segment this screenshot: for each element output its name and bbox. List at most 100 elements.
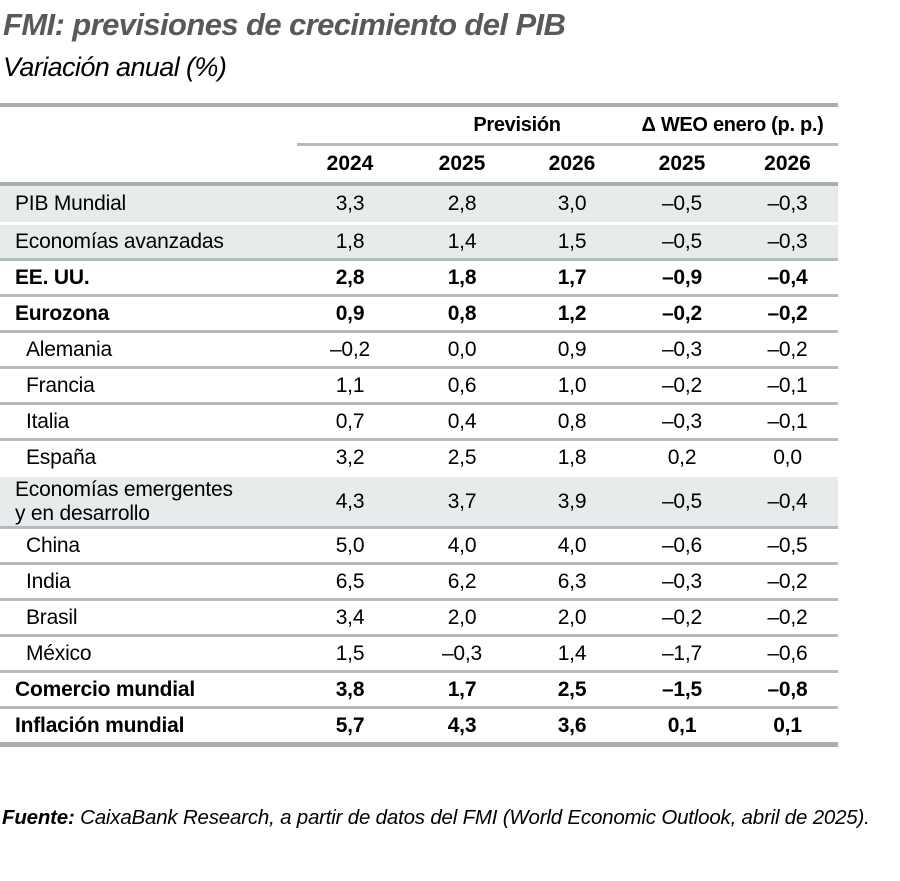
- value-cell: 0,8: [557, 409, 587, 433]
- value-cell: 1,4: [447, 229, 477, 253]
- value-cell: 2,8: [447, 192, 477, 215]
- value-cell: 2,0: [557, 605, 587, 629]
- value-cell: 0,1: [773, 713, 802, 737]
- table-row: Inflación mundial 5,7 4,3 3,6 0,1 0,1: [0, 706, 838, 742]
- row-label: India: [26, 569, 71, 593]
- row-label: Brasil: [26, 605, 78, 629]
- row-label: Inflación mundial: [15, 713, 185, 737]
- value-cell: –0,5: [661, 489, 703, 513]
- value-cell: 0,2: [667, 445, 697, 469]
- value-cell: –0,1: [767, 409, 808, 433]
- table-row: Italia 0,7 0,4 0,8 –0,3 –0,1: [0, 402, 838, 438]
- table-body: PIB Mundial 3,3 2,8 3,0 –0,5 –0,3 Economías av…: [0, 186, 838, 742]
- value-cell: –0,2: [661, 373, 703, 397]
- table-row: Alemania –0,2 0,0 0,9 –0,3 –0,2: [0, 330, 838, 366]
- value-cell: 6,3: [557, 569, 587, 593]
- row-label: España: [26, 445, 97, 469]
- year-header-2026: 2026: [548, 152, 596, 175]
- value-cell: 4,0: [557, 533, 587, 557]
- value-cell: 1,7: [557, 265, 587, 289]
- value-cell: 3,4: [335, 605, 365, 629]
- table-row: Comercio mundial 3,8 1,7 2,5 –1,5 –0,8: [0, 670, 838, 706]
- value-cell: –0,5: [661, 229, 703, 253]
- value-cell: 3,2: [335, 445, 365, 469]
- value-cell: 1,8: [447, 265, 477, 289]
- table-row: España 3,2 2,5 1,8 0,2 0,0: [0, 438, 838, 474]
- value-cell: –0,2: [329, 337, 371, 361]
- value-cell: 1,0: [557, 373, 587, 397]
- value-cell: –0,3: [441, 641, 483, 665]
- table-row: PIB Mundial 3,3 2,8 3,0 –0,5 –0,3: [0, 186, 838, 222]
- value-cell: 1,1: [335, 373, 365, 397]
- value-cell: –0,2: [767, 301, 808, 325]
- value-cell: 3,0: [557, 192, 587, 215]
- table-row: Brasil 3,4 2,0 2,0 –0,2 –0,2: [0, 598, 838, 634]
- row-label: China: [26, 533, 80, 557]
- value-cell: 0,8: [447, 301, 477, 325]
- value-cell: –0,6: [661, 533, 703, 557]
- row-label: Economías emergentes y en desarrollo: [15, 477, 233, 525]
- value-cell: 0,0: [447, 337, 477, 361]
- source-label: Fuente:: [2, 806, 75, 829]
- value-cell: –0,3: [661, 569, 703, 593]
- value-cell: 4,0: [447, 533, 477, 557]
- value-cell: 0,9: [335, 301, 365, 325]
- value-cell: –0,3: [661, 409, 703, 433]
- year-header-2025: 2025: [438, 152, 486, 175]
- value-cell: –0,2: [767, 569, 808, 593]
- value-cell: 0,0: [773, 445, 802, 469]
- value-cell: –0,2: [767, 337, 808, 361]
- year-header-row: 2024 2025 2026 2025 2026: [0, 146, 838, 182]
- group-header-prevision: Previsión: [473, 113, 561, 136]
- value-cell: 2,8: [335, 265, 365, 289]
- year-header-delta-2026: 2026: [764, 152, 811, 175]
- table-row: India 6,5 6,2 6,3 –0,3 –0,2: [0, 562, 838, 598]
- value-cell: –1,5: [661, 677, 703, 701]
- value-cell: 5,0: [335, 533, 365, 557]
- table-row: Francia 1,1 0,6 1,0 –0,2 –0,1: [0, 366, 838, 402]
- row-label: Italia: [26, 409, 70, 433]
- value-cell: 1,8: [335, 229, 365, 253]
- year-header-delta-2025: 2025: [658, 152, 706, 175]
- table-row: EE. UU. 2,8 1,8 1,7 –0,9 –0,4: [0, 258, 838, 294]
- row-label: Alemania: [26, 337, 112, 361]
- page-subtitle: Variación anual (%): [3, 52, 227, 82]
- value-cell: 3,7: [447, 489, 477, 513]
- value-cell: 2,5: [557, 677, 587, 701]
- table-row: Eurozona 0,9 0,8 1,2 –0,2 –0,2: [0, 294, 838, 330]
- row-label: EE. UU.: [15, 265, 90, 289]
- table-row: Economías avanzadas 1,8 1,4 1,5 –0,5 –0,3: [0, 222, 838, 258]
- value-cell: –0,6: [767, 641, 808, 665]
- value-cell: 5,7: [335, 713, 365, 737]
- value-cell: 1,5: [557, 229, 587, 253]
- value-cell: –0,5: [767, 533, 808, 557]
- value-cell: 3,6: [557, 713, 587, 737]
- value-cell: –0,2: [661, 301, 703, 325]
- table-row: Economías emergentes y en desarrollo 4,3 3…: [0, 474, 838, 526]
- header-body-rule: [0, 182, 838, 186]
- row-label: Francia: [26, 373, 95, 397]
- value-cell: –0,9: [661, 265, 703, 289]
- row-label: México: [26, 641, 92, 665]
- value-cell: 1,4: [557, 641, 587, 665]
- value-cell: 1,5: [335, 641, 365, 665]
- value-cell: 0,6: [447, 373, 477, 397]
- row-label: Comercio mundial: [15, 677, 195, 701]
- group-header-underline: [297, 143, 838, 146]
- value-cell: 2,5: [447, 445, 477, 469]
- row-label: Eurozona: [15, 301, 110, 325]
- value-cell: 3,3: [335, 192, 365, 215]
- forecast-table: Previsión Δ WEO enero (p. p.) 2024 2025 …: [0, 103, 838, 747]
- table-row: China 5,0 4,0 4,0 –0,6 –0,5: [0, 526, 838, 562]
- value-cell: –0,8: [767, 677, 808, 701]
- value-cell: 3,9: [557, 489, 587, 513]
- page-title: FMI: previsiones de crecimiento del PIB: [3, 7, 566, 42]
- value-cell: 4,3: [447, 713, 477, 737]
- row-label: Economías avanzadas: [15, 229, 224, 253]
- value-cell: –0,5: [661, 192, 703, 215]
- value-cell: 0,7: [335, 409, 365, 433]
- value-cell: 4,3: [335, 489, 365, 513]
- value-cell: 0,9: [557, 337, 587, 361]
- value-cell: –0,1: [767, 373, 808, 397]
- value-cell: –0,3: [767, 229, 808, 253]
